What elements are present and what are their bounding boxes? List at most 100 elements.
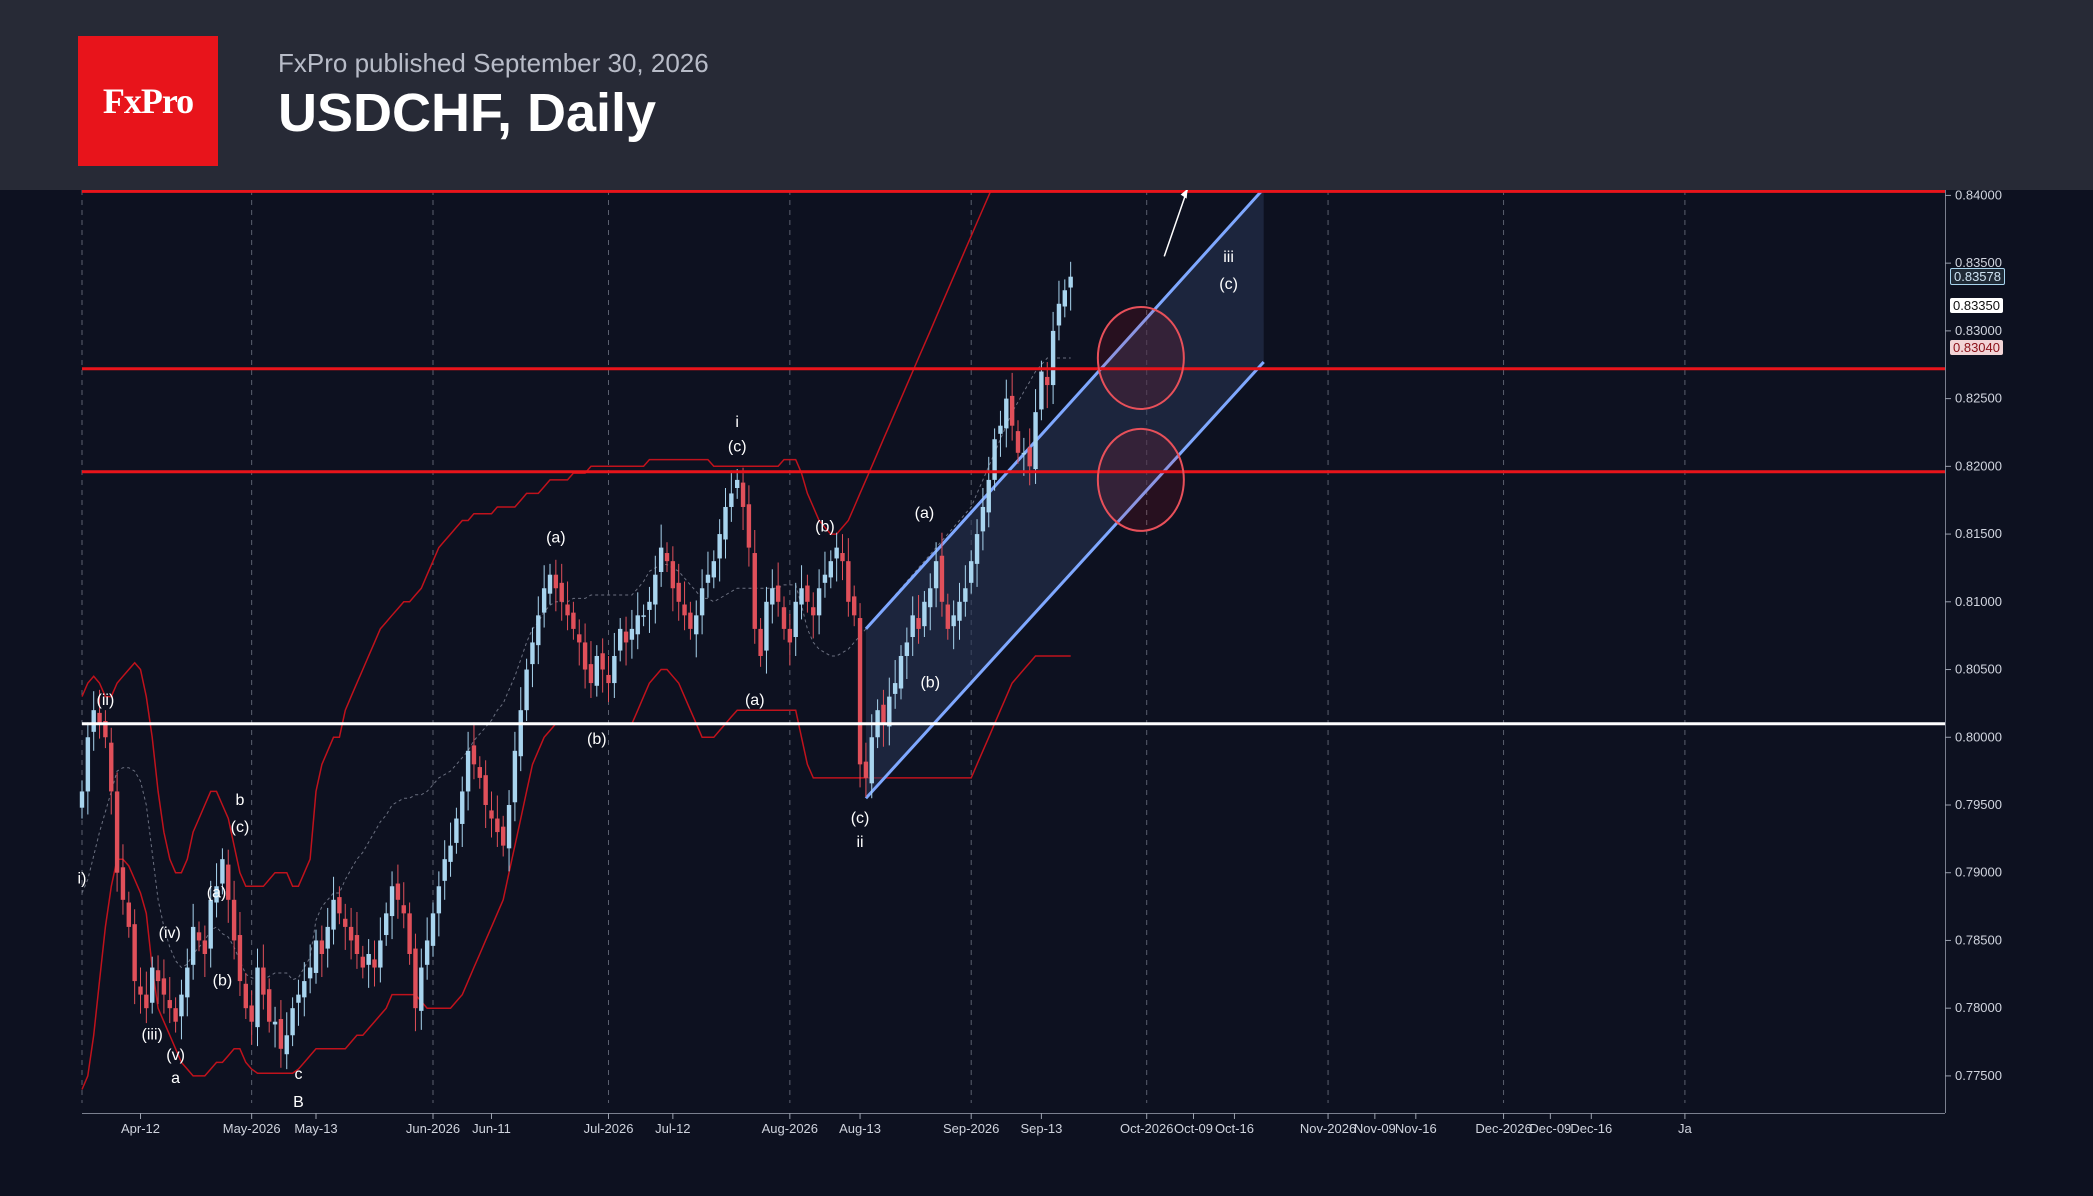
price-chart[interactable]: (ii) i) (iv) (iii)(v) a (a) (b) b (c) cB (a) (b) i (c… [0,190,2093,1196]
candle-body [132,924,137,982]
candle-body [629,628,635,640]
candle-body [120,867,126,900]
x-tick-label: Oct-2026 [1120,1121,1173,1136]
y-axis-line [1945,190,1946,1113]
y-tick-label: 0.82500 [1955,391,2002,406]
candle-body [1033,412,1038,470]
wave-label: (iv) [159,925,181,942]
candle-body [653,574,658,605]
y-tick-label: 0.79500 [1955,797,2002,812]
wave-label: (a) [745,692,765,709]
candle-body [828,561,833,578]
candle-body [980,506,986,532]
wave-label: iii [1223,249,1234,266]
x-tick-label: Nov-09 [1354,1121,1396,1136]
candle-body [688,612,693,629]
candle-body [852,596,857,616]
axes: 0.84000 0.83500 0.83000 0.82500 0.82000 0.815… [82,190,2002,1136]
candle-body [746,504,752,548]
candle-body [460,791,465,824]
candle-body [226,864,231,900]
candle-body [922,601,927,627]
wave-label: (v) [166,1047,185,1064]
x-tick-label: Aug-2026 [762,1121,818,1136]
candle-body [892,683,898,694]
candle-body [618,628,623,651]
candle-body [407,913,412,954]
middle-band [81,357,1071,981]
candle-body [974,534,980,564]
candle-body [694,615,699,635]
candle-body [1045,376,1050,386]
candle-body [600,653,605,670]
wave-label: (b) [920,674,940,691]
candle-body [881,704,886,724]
candle-body [588,664,594,684]
price-tag-high: 0.83578 [1950,268,2005,285]
wave-label: ii [856,834,863,851]
candle-body [302,981,307,998]
wave-label: (a) [207,884,227,901]
channel-upper-line [864,190,1265,630]
candle-body [594,655,599,686]
candle-body [126,902,131,927]
candle-body [91,710,96,732]
y-tick-label: 0.84000 [1955,190,2002,202]
x-tick-label: Sep-2026 [943,1121,999,1136]
candle-body [419,967,424,1011]
candle-body [781,607,787,629]
candle-body [775,585,781,602]
candle-body [957,601,962,621]
candle-body [249,1005,254,1022]
x-tick-label: Nov-16 [1395,1121,1437,1136]
candle-body [606,674,611,684]
candle-body [547,574,553,594]
candle-body [641,615,646,617]
wave-label: (a) [546,529,566,546]
candle-body [313,940,319,973]
candle-body [337,897,342,914]
candle-body [138,986,143,995]
wave-label: (b) [587,731,607,748]
candle-body [559,582,564,602]
candle-body [705,574,711,583]
candle-body [185,967,190,998]
candle-body [898,655,904,689]
price-levels [82,190,1945,726]
candle-body [413,948,418,1009]
candle-body [290,1008,295,1036]
candle-body [372,959,377,968]
candle-body [343,918,348,927]
candle-body [278,1019,284,1049]
candle-body [834,547,839,559]
candle-body [325,926,330,949]
candle-body [553,574,559,589]
candle-body [623,631,629,643]
candle-body [945,604,950,629]
arrow-head [1180,190,1188,199]
candle-body [144,994,149,1009]
candle-body [735,479,740,489]
candle-body [1039,371,1044,410]
candle-body [319,940,325,954]
candle-body [524,669,529,711]
candle-body [822,574,828,583]
candle-body [565,604,570,616]
candle-body [348,926,354,941]
candle-body [933,561,939,589]
y-tick-label: 0.80000 [1955,729,2002,744]
candle-body [764,601,769,651]
candle-body [109,742,114,792]
candle-body [354,935,360,954]
candle-body [910,615,915,638]
x-tick-label: Dec-16 [1570,1121,1612,1136]
wave-label: (b) [815,519,835,536]
candle-body [173,1008,178,1022]
candle-body [436,886,442,914]
wave-label: (b) [213,972,233,989]
candle-body [518,710,523,757]
candle-body [401,905,406,914]
candle-body [986,479,991,513]
y-tick-label: 0.83500 [1955,255,2002,270]
candle-body [1062,290,1067,307]
